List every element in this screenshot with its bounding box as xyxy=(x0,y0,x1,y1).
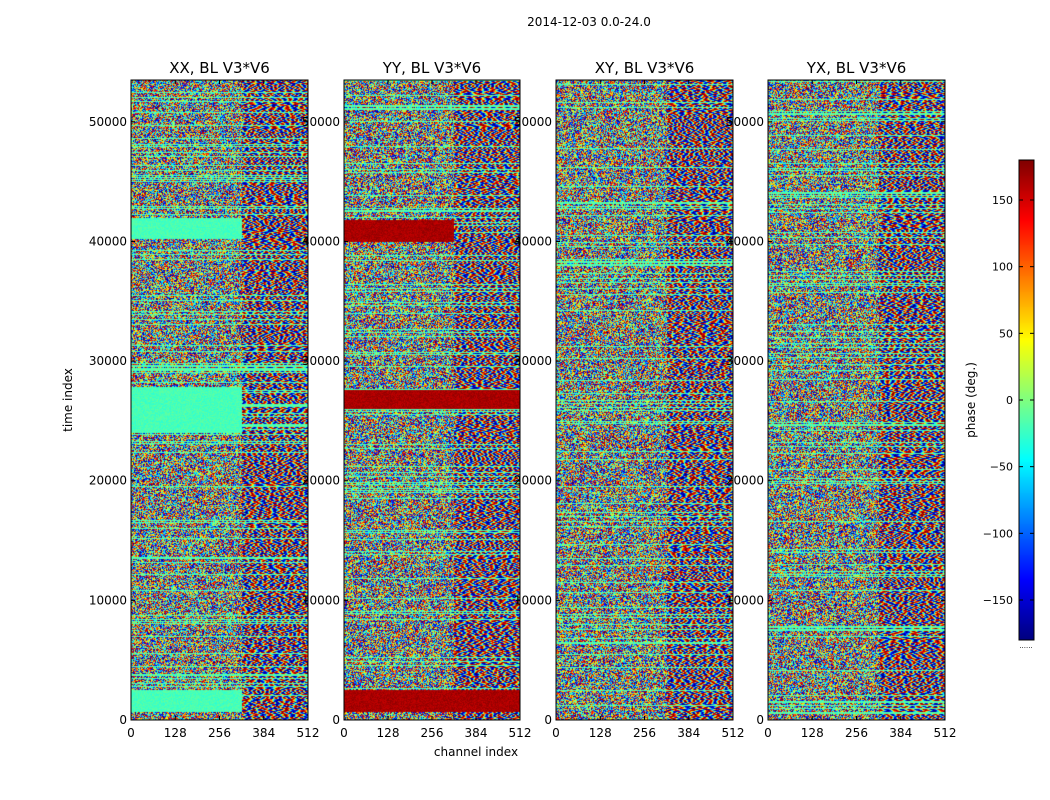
panel-3-xtick-label: 384 xyxy=(889,726,912,740)
panel-3-xtick-label: 128 xyxy=(801,726,824,740)
panel-yx: YX, BL V3*V6 0 128 256 384 512 0 10000 20000 300… xyxy=(726,59,957,740)
panel-0-ytick-label: 40000 xyxy=(89,234,127,248)
panel-2-xtick-label: 256 xyxy=(633,726,656,740)
panel-0-xtick-label: 0 xyxy=(127,726,135,740)
panel-xx-heatmap-wrapper xyxy=(131,80,308,720)
panel-yy-heatmap-wrapper xyxy=(344,80,520,720)
panel-1-ytick-label: 20000 xyxy=(302,474,340,488)
colorbar-gradient xyxy=(1019,160,1034,640)
panel-0-xtick-label: 128 xyxy=(164,726,187,740)
panel-yx-ticks: 0 128 256 384 512 0 10000 20000 30000 40000 50000 xyxy=(726,80,957,740)
panel-3-ytick-label: 40000 xyxy=(726,234,764,248)
panel-yx-title: YX, BL V3*V6 xyxy=(806,59,907,77)
panel-yy-title: YY, BL V3*V6 xyxy=(382,59,481,77)
panel-0-ytick-label: 30000 xyxy=(89,354,127,368)
figure-suptitle: 2014-12-03 0.0-24.0 xyxy=(527,15,651,29)
panel-1-xtick-label: 0 xyxy=(340,726,348,740)
panel-1-xtick-label: 512 xyxy=(509,726,532,740)
panel-yy-heatmap xyxy=(344,80,520,720)
colorbar-tick-label: −150 xyxy=(983,594,1013,607)
colorbar-ticks: 150 100 50 0 −50 −100 −150 xyxy=(983,194,1034,607)
panel-2-ytick-label: 40000 xyxy=(514,234,552,248)
colorbar-footer: ...... xyxy=(1019,642,1032,650)
panel-1-xtick-label: 256 xyxy=(421,726,444,740)
panel-xx-ticks: 0 128 256 384 512 0 10000 20000 30000 40000 50000 xyxy=(89,80,320,740)
panel-xy-heatmap xyxy=(556,80,733,720)
colorbar-tick-label: 100 xyxy=(992,261,1013,274)
colorbar-gradient-wrapper xyxy=(1019,160,1034,640)
panel-0-ytick-label: 20000 xyxy=(89,474,127,488)
panel-3-ytick-label: 20000 xyxy=(726,474,764,488)
panel-yy-xlabel: channel index xyxy=(434,745,518,759)
panel-2-ytick-label: 20000 xyxy=(514,474,552,488)
panel-2-ytick-label: 10000 xyxy=(514,593,552,607)
panel-3-ytick-label: 0 xyxy=(756,713,764,727)
panel-0-xtick-label: 256 xyxy=(208,726,231,740)
panel-2-xtick-label: 512 xyxy=(722,726,745,740)
panel-1-ytick-label: 10000 xyxy=(302,593,340,607)
colorbar-tick-label: 150 xyxy=(992,194,1013,207)
panel-xx-ylabel: time index xyxy=(61,368,75,432)
panel-1-ytick-label: 0 xyxy=(332,713,340,727)
panel-2-xtick-label: 0 xyxy=(552,726,560,740)
panel-xx-title: XX, BL V3*V6 xyxy=(169,59,270,77)
panel-3-ytick-label: 30000 xyxy=(726,354,764,368)
panel-3-ytick-label: 50000 xyxy=(726,115,764,129)
panel-1-ytick-label: 50000 xyxy=(302,115,340,129)
colorbar-label: phase (deg.) xyxy=(964,362,978,438)
panel-0-ytick-label: 10000 xyxy=(89,593,127,607)
panel-3-xtick-label: 256 xyxy=(845,726,868,740)
colorbar-tick-label: 0 xyxy=(1006,394,1013,407)
panel-yx-heatmap-wrapper xyxy=(768,80,945,720)
panel-xy-ticks: 0 128 256 384 512 0 10000 20000 30000 40000 50000 xyxy=(514,80,745,740)
panel-yy: YY, BL V3*V6 0 128 256 384 512 0 10000 20000 300… xyxy=(302,59,532,759)
panel-2-ytick-label: 0 xyxy=(544,713,552,727)
panel-xx-heatmap xyxy=(131,80,308,720)
panel-yy-ticks: 0 128 256 384 512 0 10000 20000 30000 40000 50000 xyxy=(302,80,532,740)
panel-1-xtick-label: 128 xyxy=(377,726,400,740)
panel-3-ytick-label: 10000 xyxy=(726,593,764,607)
panel-2-xtick-label: 128 xyxy=(589,726,612,740)
panel-1-ytick-label: 40000 xyxy=(302,234,340,248)
colorbar-tick-label: −50 xyxy=(990,461,1013,474)
panel-1-xtick-label: 384 xyxy=(465,726,488,740)
panel-2-ytick-label: 50000 xyxy=(514,115,552,129)
panel-3-xtick-label: 0 xyxy=(764,726,772,740)
panel-0-ytick-label: 0 xyxy=(119,713,127,727)
panel-xy-heatmap-wrapper xyxy=(556,80,733,720)
panel-2-xtick-label: 384 xyxy=(677,726,700,740)
colorbar: 150 100 50 0 −50 −100 −150 phase (deg.) ...... xyxy=(964,159,1035,650)
panel-0-xtick-label: 512 xyxy=(297,726,320,740)
panel-1-ytick-label: 30000 xyxy=(302,354,340,368)
panel-xx: XX, BL V3*V6 0 128 256 384 512 0 10000 20000 300… xyxy=(61,59,319,740)
panel-0-xtick-label: 384 xyxy=(252,726,275,740)
colorbar-tick-label: 50 xyxy=(999,327,1013,340)
panel-xy: XY, BL V3*V6 0 128 256 384 512 0 10000 20000 300… xyxy=(514,59,745,740)
panel-yx-heatmap xyxy=(768,80,945,720)
panel-2-ytick-label: 30000 xyxy=(514,354,552,368)
panel-0-ytick-label: 50000 xyxy=(89,115,127,129)
panel-xy-title: XY, BL V3*V6 xyxy=(595,59,695,77)
colorbar-tick-label: −100 xyxy=(983,527,1013,540)
panel-3-xtick-label: 512 xyxy=(934,726,957,740)
